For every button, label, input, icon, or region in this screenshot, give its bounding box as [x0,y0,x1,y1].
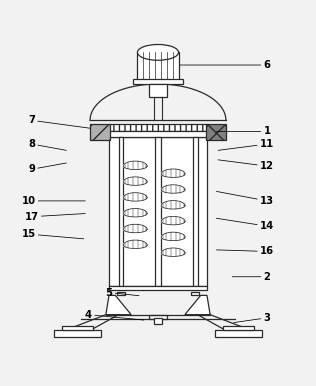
Bar [149,315,167,319]
Text: 1: 1 [216,126,270,136]
Text: 5: 5 [106,288,139,298]
Bar [109,286,207,290]
Polygon shape [161,185,185,193]
Polygon shape [123,208,147,217]
Text: 15: 15 [21,229,84,239]
Bar [215,330,262,337]
Polygon shape [123,240,147,249]
Polygon shape [106,295,131,315]
Text: 10: 10 [21,196,85,206]
Bar [206,124,226,140]
Bar [109,137,207,286]
Text: 4: 4 [85,310,144,320]
Bar [117,291,125,295]
Polygon shape [161,248,185,256]
Text: 16: 16 [216,246,274,256]
Bar [118,137,123,286]
Bar [193,137,198,286]
Text: 8: 8 [28,139,66,150]
Bar [191,291,199,295]
Text: 17: 17 [25,212,85,222]
Text: 2: 2 [232,272,270,282]
Polygon shape [161,217,185,225]
Bar [155,137,161,286]
Bar [137,52,179,81]
Text: 13: 13 [216,191,274,206]
Bar [223,326,254,330]
Text: 9: 9 [28,163,66,174]
Polygon shape [161,232,185,240]
Text: 14: 14 [216,218,274,231]
Polygon shape [123,224,147,233]
Polygon shape [161,169,185,178]
Polygon shape [161,201,185,209]
Bar [133,79,183,84]
Bar [154,318,162,324]
Bar [54,330,101,337]
Text: 7: 7 [28,115,90,128]
Bar [109,124,207,131]
Text: 3: 3 [234,313,270,323]
Bar [62,326,93,330]
Polygon shape [123,161,147,169]
Bar [90,124,110,140]
Text: 11: 11 [218,139,274,150]
Text: 6: 6 [180,60,270,70]
Polygon shape [185,295,210,315]
Polygon shape [123,193,147,201]
Ellipse shape [137,44,179,60]
Text: 12: 12 [218,160,274,171]
Bar [109,131,207,137]
Bar [149,84,167,96]
Polygon shape [123,177,147,185]
